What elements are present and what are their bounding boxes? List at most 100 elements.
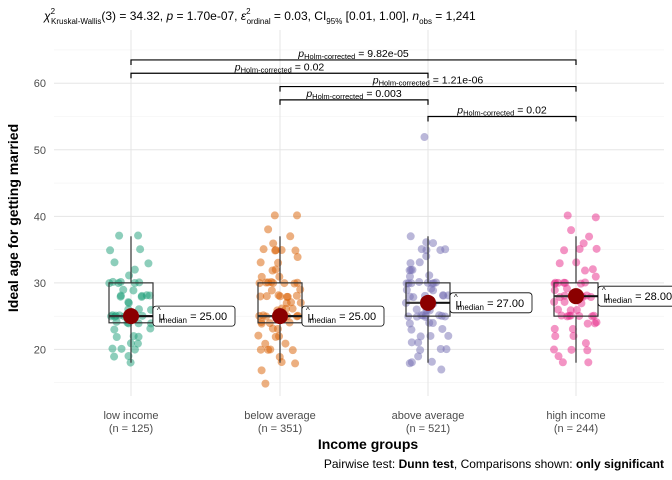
median-label-box	[597, 285, 672, 307]
data-point	[117, 344, 126, 353]
data-point	[134, 231, 143, 240]
data-point	[269, 239, 278, 248]
data-point	[108, 277, 117, 286]
data-point	[580, 266, 589, 275]
data-point	[130, 345, 139, 354]
data-point	[125, 271, 134, 280]
data-point	[283, 292, 292, 301]
data-point	[257, 319, 266, 328]
data-point	[567, 345, 576, 354]
median-label-box	[301, 305, 385, 327]
data-point	[274, 258, 283, 267]
data-point	[110, 258, 119, 267]
data-point	[119, 285, 128, 294]
x-axis-title: Income groups	[318, 436, 419, 452]
data-point	[136, 245, 145, 254]
data-point	[415, 277, 424, 286]
data-point	[436, 345, 445, 354]
data-point	[414, 352, 423, 361]
data-point	[416, 346, 425, 355]
data-point	[427, 357, 436, 366]
data-point	[416, 332, 425, 341]
data-point	[275, 332, 284, 341]
median-point	[123, 308, 139, 325]
data-point	[288, 304, 297, 313]
data-point	[575, 245, 584, 254]
data-point	[110, 325, 119, 334]
data-point	[259, 245, 268, 254]
data-point	[293, 253, 302, 262]
bracket-label: pHolm-corrected = 0.02	[456, 105, 547, 118]
data-point	[264, 225, 273, 234]
data-point	[129, 286, 138, 295]
bracket-label: pHolm-corrected = 9.82e-05	[297, 48, 409, 61]
data-point	[271, 246, 280, 255]
data-point	[558, 358, 567, 367]
data-point	[439, 291, 448, 300]
bracket-line	[427, 115, 577, 122]
chart-title: χ2 Kruskal-Wallis(3) = 34.32, p = 1.70e-0…	[43, 7, 476, 26]
bracket-line	[279, 85, 577, 92]
x-tick-label: below average	[244, 410, 316, 422]
data-point	[550, 286, 559, 295]
data-point	[292, 291, 301, 300]
data-point	[591, 213, 600, 222]
bracket-label: pHolm-corrected = 0.003	[305, 88, 402, 101]
data-point	[407, 325, 416, 334]
data-point	[145, 291, 154, 300]
data-point	[257, 366, 266, 375]
data-point	[110, 352, 119, 361]
x-axis-ticks: low income(n = 125) below average(n = 351…	[103, 410, 605, 435]
data-point	[130, 265, 139, 274]
data-point	[551, 332, 560, 341]
bracket-line	[130, 59, 577, 65]
data-point	[281, 339, 290, 348]
bracket-line	[130, 72, 429, 79]
data-point	[262, 292, 271, 301]
bracket-line	[279, 99, 429, 105]
data-point	[436, 246, 445, 255]
data-point	[261, 379, 270, 388]
data-point	[407, 358, 416, 367]
y-axis-title: Ideal age for getting married	[5, 124, 21, 312]
data-point	[550, 345, 559, 354]
x-tick-label: high income	[546, 410, 605, 422]
data-point	[291, 359, 300, 368]
data-point	[560, 246, 569, 255]
x-tick-label: above average	[392, 410, 465, 422]
data-point	[275, 272, 284, 281]
data-point	[256, 345, 265, 354]
y-tick-label: 50	[34, 145, 46, 157]
data-point	[572, 306, 581, 315]
data-point	[267, 286, 276, 295]
data-point	[566, 306, 575, 315]
data-point	[554, 352, 563, 361]
data-point	[414, 338, 423, 347]
data-point	[428, 319, 437, 328]
median-point	[568, 288, 584, 305]
x-tick-label: low income	[103, 410, 158, 422]
data-point	[442, 345, 451, 354]
data-point	[116, 277, 125, 286]
data-point	[277, 246, 286, 255]
data-point	[555, 259, 564, 268]
data-point	[133, 339, 142, 348]
median-label-box	[449, 292, 533, 314]
data-point	[115, 231, 124, 240]
data-point	[405, 272, 414, 281]
data-point	[409, 293, 418, 302]
data-point	[420, 133, 429, 142]
data-point	[583, 319, 592, 328]
data-point	[417, 311, 426, 320]
median-point	[272, 308, 288, 325]
median-label: μ^median = 25.00	[306, 306, 376, 325]
caption: Pairwise test: Dunn test, Comparisons sh…	[324, 457, 664, 471]
data-point	[296, 298, 305, 307]
data-point	[585, 232, 594, 241]
data-point	[444, 331, 453, 340]
data-point	[425, 271, 434, 280]
bracket-label: pHolm-corrected = 0.02	[234, 61, 325, 74]
data-point	[270, 211, 279, 220]
